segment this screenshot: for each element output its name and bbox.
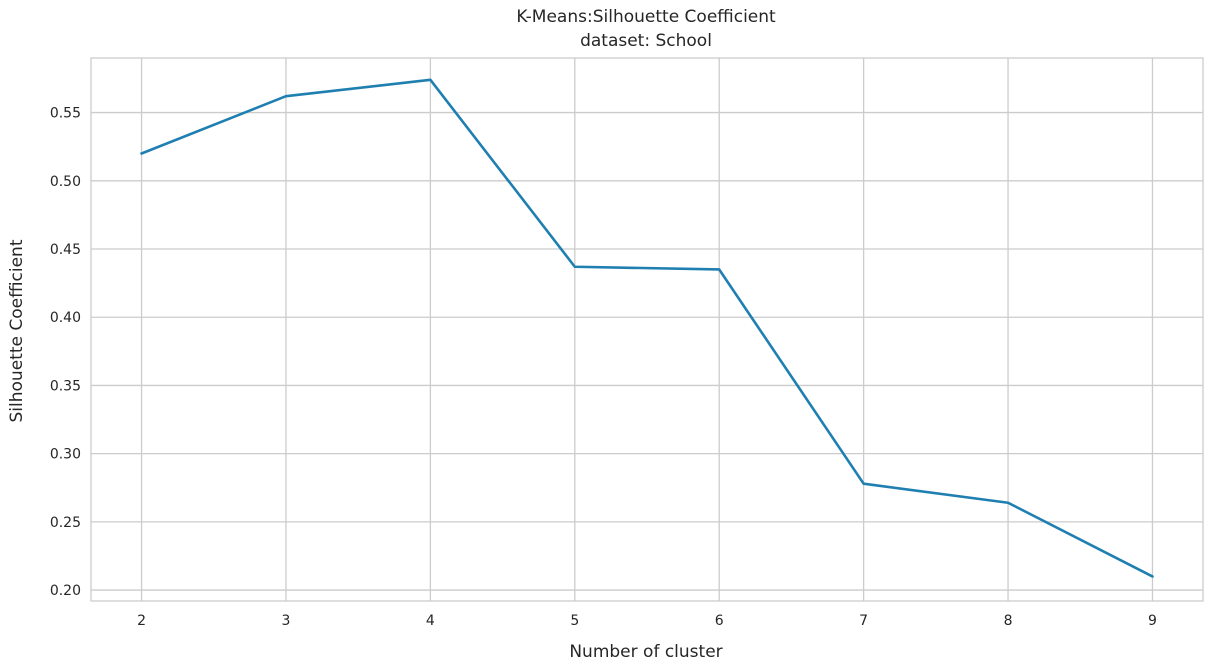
series-line bbox=[140, 78, 1154, 578]
plot-frame bbox=[90, 57, 1204, 602]
y-tick-label: 0.40 bbox=[50, 310, 81, 326]
chart-subtitle: dataset: School bbox=[580, 31, 712, 51]
x-tick-label: 7 bbox=[859, 613, 868, 629]
x-tick-label: 4 bbox=[426, 613, 435, 629]
chart-title: K-Means:Silhouette Coefficient bbox=[516, 7, 776, 27]
series-group bbox=[140, 78, 1154, 578]
y-tick-label: 0.25 bbox=[50, 515, 81, 531]
y-tick-label: 0.50 bbox=[50, 174, 81, 190]
grid-lines bbox=[91, 58, 1203, 601]
y-tick-label: 0.35 bbox=[50, 378, 81, 394]
x-tick-label: 9 bbox=[1148, 613, 1157, 629]
y-tick-label: 0.30 bbox=[50, 447, 81, 463]
x-tick-label: 2 bbox=[137, 613, 146, 629]
chart-titles: K-Means:Silhouette Coefficient dataset: … bbox=[516, 7, 776, 51]
x-tick-label: 3 bbox=[282, 613, 291, 629]
x-tick-label: 5 bbox=[570, 613, 579, 629]
x-tick-label: 6 bbox=[715, 613, 724, 629]
x-axis-label: Number of cluster bbox=[569, 642, 722, 662]
y-tick-label: 0.55 bbox=[50, 106, 81, 122]
y-tick-label: 0.45 bbox=[50, 242, 81, 258]
y-axis-ticks: 0.20 0.25 0.30 0.35 0.40 0.45 0.50 0.55 bbox=[50, 106, 81, 600]
y-axis-label: Silhouette Coefficient bbox=[7, 239, 27, 422]
x-tick-label: 8 bbox=[1004, 613, 1013, 629]
x-axis-ticks: 2 3 4 5 6 7 8 9 bbox=[137, 613, 1157, 629]
y-tick-label: 0.20 bbox=[50, 583, 81, 599]
